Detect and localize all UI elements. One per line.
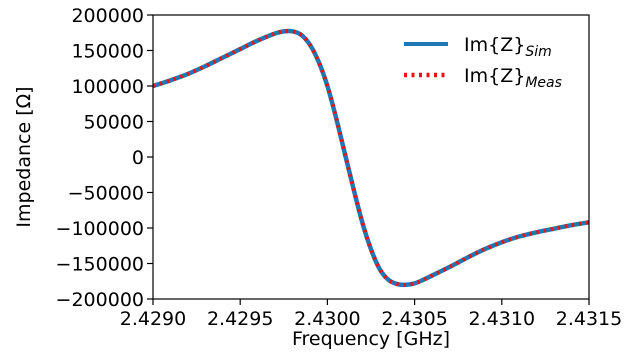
series-line-meas bbox=[152, 28, 590, 287]
y-tick-label: 0 bbox=[132, 147, 144, 169]
legend-label-subscript: Meas bbox=[525, 75, 562, 91]
y-tick-label: 100000 bbox=[71, 76, 144, 98]
x-tick-label: 2.4300 bbox=[294, 308, 360, 330]
y-axis: −200000 −150000 −100000 −50000 0 50000 100000 1… bbox=[56, 5, 153, 311]
x-tick-label: 2.4305 bbox=[381, 308, 447, 330]
legend-label-subscript: Sim bbox=[525, 44, 551, 60]
y-tick-label: −150000 bbox=[56, 254, 144, 276]
y-tick-label: 200000 bbox=[71, 5, 144, 27]
x-axis: 2.4290 2.4295 2.4300 2.4305 2.4310 2.4315 bbox=[120, 299, 622, 330]
x-tick-label: 2.4310 bbox=[469, 308, 535, 330]
y-tick-label: −50000 bbox=[68, 183, 144, 205]
x-tick-label: 2.4315 bbox=[556, 308, 622, 330]
x-axis-label: Frequency [GHz] bbox=[292, 328, 450, 350]
x-tick-label: 2.4295 bbox=[207, 308, 273, 330]
y-tick-label: 50000 bbox=[84, 112, 144, 134]
y-tick-label: −100000 bbox=[56, 218, 144, 240]
y-axis-label: Impedance [Ω] bbox=[13, 86, 35, 227]
y-tick-label: 150000 bbox=[71, 41, 144, 63]
y-tick-label: −200000 bbox=[56, 289, 144, 311]
x-tick-label: 2.4290 bbox=[120, 308, 186, 330]
series-layer bbox=[152, 28, 590, 288]
